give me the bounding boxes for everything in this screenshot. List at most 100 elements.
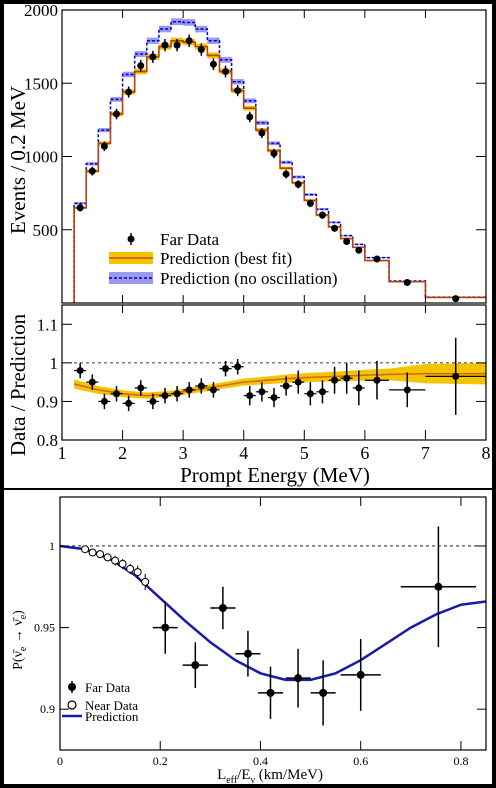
ratio-y-axis-label: Data / Prediction — [6, 313, 30, 456]
ratio-panel: 0.8 0.9 1 1.1 1 2 3 4 5 6 7 8 — [37, 304, 491, 463]
near-data-point — [126, 564, 135, 573]
survival-y-tick-label: 1 — [49, 539, 55, 553]
no-osc-band-bin — [158, 25, 172, 33]
ratio-point — [306, 390, 314, 398]
far-data-point — [258, 129, 266, 137]
far-data-point — [282, 170, 290, 178]
ratio-point — [403, 386, 411, 394]
spectrum-y-tick-label: 1000 — [24, 148, 58, 167]
far-data-point — [294, 674, 303, 683]
far-data-point — [125, 88, 133, 96]
near-data-point — [118, 559, 127, 568]
ratio-point — [222, 365, 230, 373]
far-data-point — [318, 211, 326, 219]
far-data-point — [403, 278, 411, 286]
ratio-point — [343, 374, 351, 382]
spectrum-y-tick-label: 500 — [33, 221, 59, 240]
near-data-point — [111, 556, 120, 565]
far-data-point — [161, 623, 170, 632]
best-fit-histogram-line — [73, 39, 486, 303]
far-data-point — [355, 246, 363, 254]
far-data-point — [373, 255, 381, 263]
far-data-point — [88, 167, 96, 175]
survival-y-axis-label: P(ν̄e → ν̄e) — [11, 610, 29, 670]
near-data-point — [141, 577, 150, 586]
near-data-point — [103, 553, 112, 562]
survival-frame — [59, 496, 487, 751]
survival-x-tick-label: 0 — [57, 754, 63, 768]
far-data-point — [161, 41, 169, 49]
ratio-x-tick-label: 2 — [118, 443, 127, 463]
far-data-point — [270, 150, 278, 158]
spectrum-y-axis-label: Events / 0.2 MeV — [6, 86, 30, 234]
spectrum-y-tick-label: 2000 — [24, 1, 58, 20]
ratio-point — [373, 376, 381, 384]
legend-best-fit-label: Prediction (best fit) — [160, 249, 292, 268]
survival-x-tick-label: 0.2 — [153, 754, 168, 768]
legend-prediction-label: Prediction — [85, 709, 139, 724]
far-data-point — [452, 295, 460, 303]
ratio-x-axis-label: Prompt Energy (MeV) — [180, 463, 370, 487]
ratio-point — [149, 397, 157, 405]
near-data-point — [81, 545, 90, 554]
survival-panel: 0.9 0.95 1 0 0.2 0.4 0.6 0.8 — [34, 496, 487, 768]
ratio-point — [76, 367, 84, 375]
far-data-point — [243, 649, 252, 658]
ratio-point — [113, 390, 121, 398]
top-figure-background — [4, 4, 492, 488]
ratio-x-tick-label: 3 — [179, 443, 188, 463]
ratio-point — [100, 397, 108, 405]
far-data-point — [76, 204, 84, 212]
legend-far-label: Far Data — [85, 680, 130, 695]
ratio-point — [125, 399, 133, 407]
no-osc-band-bin — [98, 128, 111, 133]
ratio-x-tick-label: 4 — [239, 443, 248, 463]
legend-near-marker — [67, 700, 77, 710]
no-osc-band-bin — [171, 18, 184, 26]
far-data-point — [319, 688, 328, 697]
ratio-point — [173, 390, 181, 398]
ratio-point — [258, 388, 266, 396]
survival-x-axis-label: Leff/Eν (km/MeV) — [217, 767, 323, 786]
spectrum-y-tick-label: 1500 — [24, 74, 58, 93]
near-data-point — [96, 550, 105, 559]
no-osc-band-bin — [231, 79, 244, 85]
far-data-point — [149, 53, 157, 61]
far-data-point — [234, 87, 242, 95]
far-data-point — [222, 68, 230, 76]
far-data-point — [137, 62, 145, 70]
far-data-point — [294, 180, 302, 188]
far-data-point — [343, 237, 351, 245]
ratio-point — [209, 386, 217, 394]
ratio-point — [355, 384, 363, 392]
survival-legend: Far Data Near Data Prediction — [62, 680, 139, 724]
far-data-point — [356, 670, 365, 679]
far-data-point — [197, 46, 205, 54]
ratio-point — [197, 382, 205, 390]
ratio-y-tick-label: 1.1 — [37, 315, 58, 334]
ratio-point — [161, 392, 169, 400]
ratio-point — [246, 392, 254, 400]
near-data-point — [133, 568, 142, 577]
ratio-point — [294, 378, 302, 386]
far-data-point — [100, 142, 108, 150]
survival-x-tick-label: 0.8 — [453, 754, 468, 768]
far-data-point — [266, 688, 275, 697]
legend-near-label: Near Data — [85, 698, 138, 713]
ratio-point — [331, 376, 339, 384]
no-osc-band-bin — [280, 160, 293, 165]
far-data-point — [209, 60, 217, 68]
far-data-point — [191, 661, 200, 670]
near-data-point — [88, 548, 97, 557]
far-data-point — [434, 582, 443, 591]
ratio-point — [234, 363, 242, 371]
ratio-point — [452, 372, 460, 380]
ratio-y-tick-label: 0.8 — [37, 431, 58, 450]
far-data-point — [185, 37, 193, 45]
ratio-x-tick-label: 1 — [58, 443, 67, 463]
far-data-point — [218, 603, 227, 612]
no-osc-band-bin — [207, 37, 220, 44]
ratio-y-tick-label: 1 — [50, 354, 59, 373]
survival-x-tick-label: 0.6 — [353, 754, 368, 768]
